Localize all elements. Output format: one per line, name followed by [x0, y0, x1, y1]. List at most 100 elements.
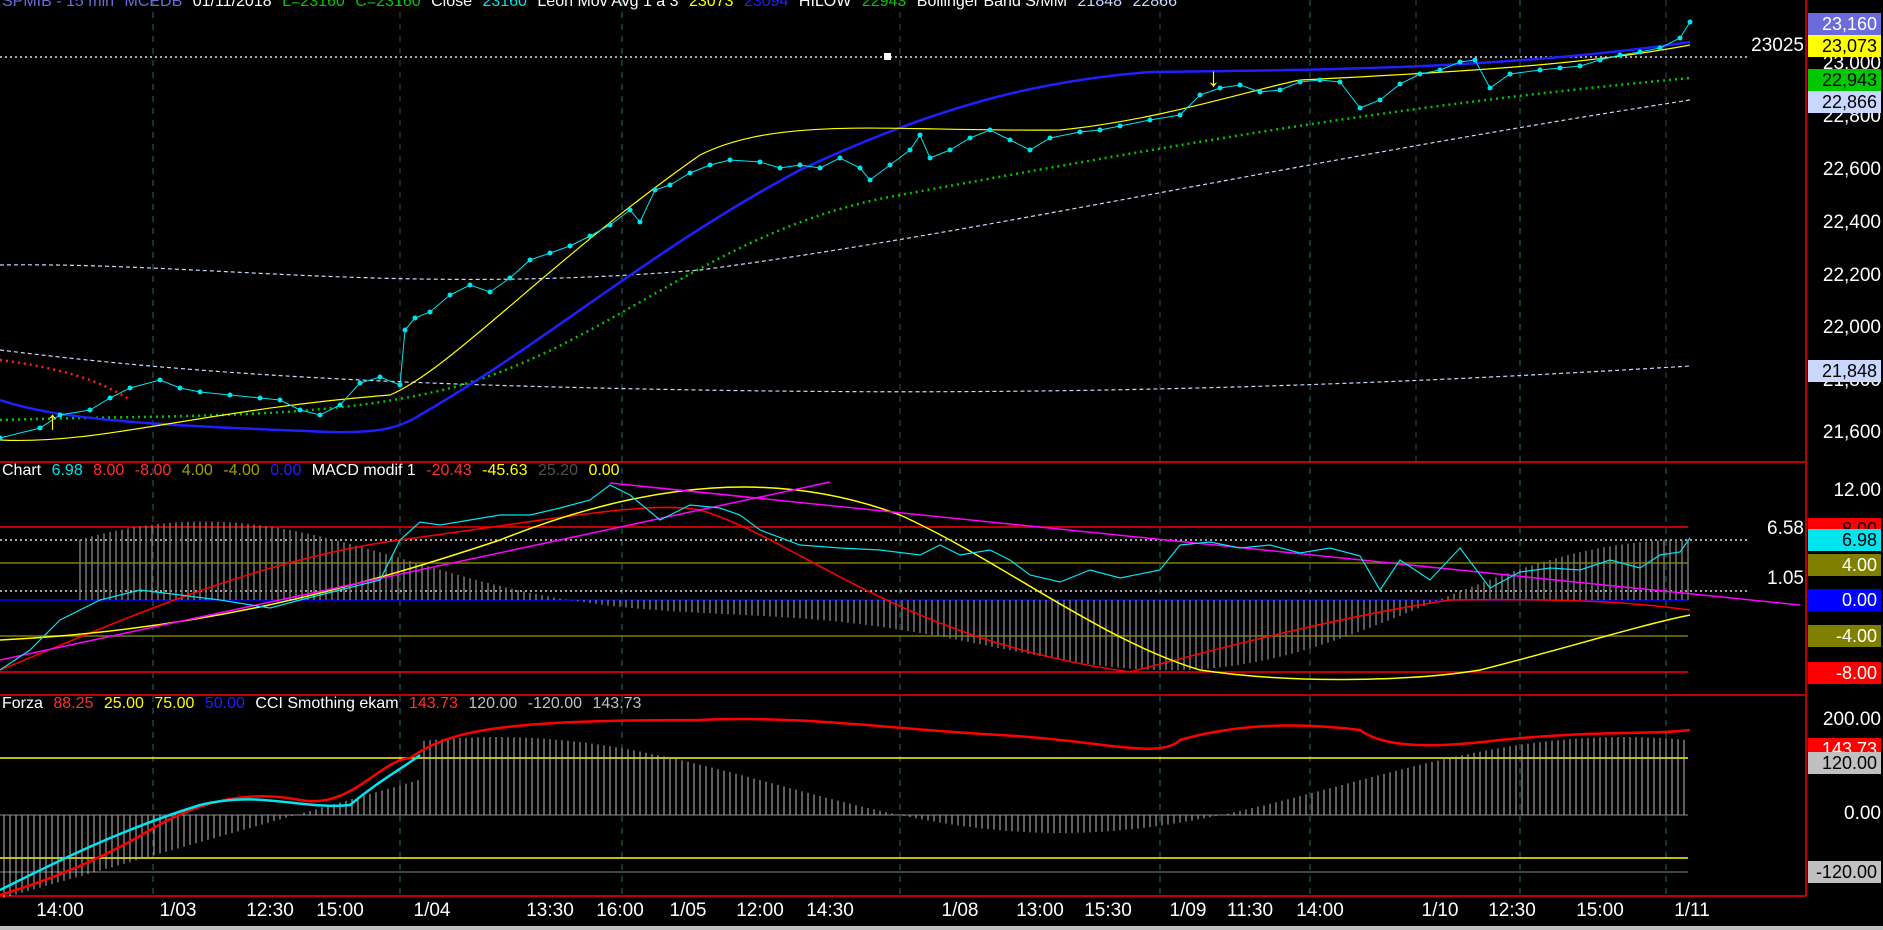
mov-avg-label: Leon Mov Avg 1 a 3	[537, 0, 679, 10]
close-point	[127, 385, 133, 391]
up-arrow-icon: ↑	[46, 405, 59, 435]
macd-ref-label-1: 6.58	[1767, 518, 1804, 539]
time-label: 12:30	[1488, 900, 1536, 921]
price-axis-label: 21,600	[1822, 422, 1881, 443]
close-point	[987, 127, 993, 133]
close-line	[0, 21, 1691, 439]
close-point	[777, 165, 783, 171]
close-point	[1317, 77, 1323, 83]
close-point	[1337, 79, 1343, 85]
close-point	[0, 435, 3, 441]
marker	[884, 53, 891, 60]
close-point	[1257, 89, 1263, 95]
bottom-bar	[0, 926, 1883, 930]
close-point	[227, 392, 233, 398]
macd-m4: 0.00	[588, 462, 620, 479]
close-point	[1237, 82, 1243, 88]
close-point	[1557, 65, 1563, 71]
close-point	[587, 233, 593, 239]
close-point	[1197, 92, 1203, 98]
close-point	[1657, 45, 1663, 51]
close-label: Close	[431, 0, 472, 10]
mov-avg-value-2: 23094	[743, 0, 789, 10]
macd-trendline-1	[0, 481, 831, 661]
close-point	[1417, 71, 1423, 77]
close-point	[487, 289, 493, 295]
cci-panel-header: Forza 88.25 25.00 75.00 50.00 CCI Smothi…	[2, 694, 647, 714]
symbol: SPMIB - 15 min	[2, 0, 115, 10]
close-point	[527, 257, 533, 263]
macd-line	[0, 484, 1691, 671]
macd-value-5: -4.00	[223, 462, 260, 479]
close-point	[337, 402, 343, 408]
macd-signal-yellow	[0, 486, 1691, 681]
close-point	[197, 389, 203, 395]
time-label: 15:00	[1576, 900, 1624, 921]
time-label: 14:00	[36, 900, 84, 921]
close-point	[797, 162, 803, 168]
close-point	[707, 162, 713, 168]
close-point	[1457, 59, 1463, 65]
close-point	[57, 412, 63, 418]
macd-m1: -20.43	[426, 462, 472, 479]
close-point	[1027, 147, 1033, 153]
close-point	[917, 132, 923, 138]
price-axis-label: 23,000	[1822, 53, 1881, 74]
close-point	[1177, 112, 1183, 118]
close-point	[887, 162, 893, 168]
price-axis-label: 22,400	[1822, 212, 1881, 233]
badge-cci-120: 120.00	[1808, 752, 1881, 774]
cci-value-1: 143.73	[408, 695, 458, 712]
close-point	[412, 315, 418, 321]
close-point	[1437, 67, 1443, 73]
forza-value-1: 88.25	[53, 695, 94, 712]
cci-red-line	[0, 717, 1691, 897]
bollinger-lower	[0, 349, 1691, 393]
macd-value-2: 8.00	[93, 462, 125, 479]
time-label: 1/11	[1674, 900, 1710, 921]
macd-m3: 25.20	[537, 462, 578, 479]
close-value: 23160	[482, 0, 527, 10]
badge-macd-zero: 0.00	[1808, 589, 1881, 611]
time-label: 15:00	[316, 900, 364, 921]
close-point	[397, 382, 403, 388]
macd-value-4: 4.00	[181, 462, 213, 479]
time-label: 1/10	[1421, 900, 1459, 921]
badge-close: 23,160	[1808, 13, 1881, 35]
close-point	[357, 380, 363, 386]
close-point	[627, 207, 633, 213]
close-point	[377, 374, 383, 380]
time-label: 1/03	[159, 900, 197, 921]
cci-axis-label: 0.00	[1844, 803, 1881, 824]
close-point	[1397, 81, 1403, 87]
mov-avg-line	[0, 44, 1691, 442]
time-label: 1/08	[941, 900, 979, 921]
close-point	[507, 275, 513, 281]
mov-avg-value-1: 23073	[689, 0, 734, 10]
source: MCEDB	[124, 0, 183, 10]
close-point	[1677, 35, 1683, 41]
forza-value-2: 25.00	[103, 695, 144, 712]
close-point	[1047, 135, 1053, 141]
close-point	[667, 182, 673, 188]
price-axis-label: 22,600	[1822, 159, 1881, 180]
bollinger-value-1: 21848	[1077, 0, 1123, 10]
close-point	[1377, 97, 1383, 103]
time-label: 14:30	[806, 900, 854, 921]
close-point	[1637, 49, 1643, 55]
price-axis-label: 22,000	[1822, 317, 1881, 338]
time-label: 13:00	[1016, 900, 1064, 921]
macd-value-1: 6.98	[51, 462, 83, 479]
bollinger-label: Bollinger Band S/MM	[916, 0, 1068, 10]
macd-signal-red	[0, 506, 1691, 673]
macd-axis-label: 12.00	[1833, 480, 1881, 501]
macd-chart-label: Chart	[2, 462, 42, 479]
macd-value-6: 0.00	[270, 462, 302, 479]
macd-panel-header: Chart 6.98 8.00 -8.00 4.00 -4.00 0.00 MA…	[2, 461, 626, 481]
price-axis-label: 22,200	[1822, 265, 1881, 286]
hilow-red	[0, 358, 131, 402]
time-label: 14:00	[1296, 900, 1344, 921]
mov-avg-2-line	[0, 40, 1691, 434]
down-arrow-icon: ↓	[1207, 62, 1220, 92]
